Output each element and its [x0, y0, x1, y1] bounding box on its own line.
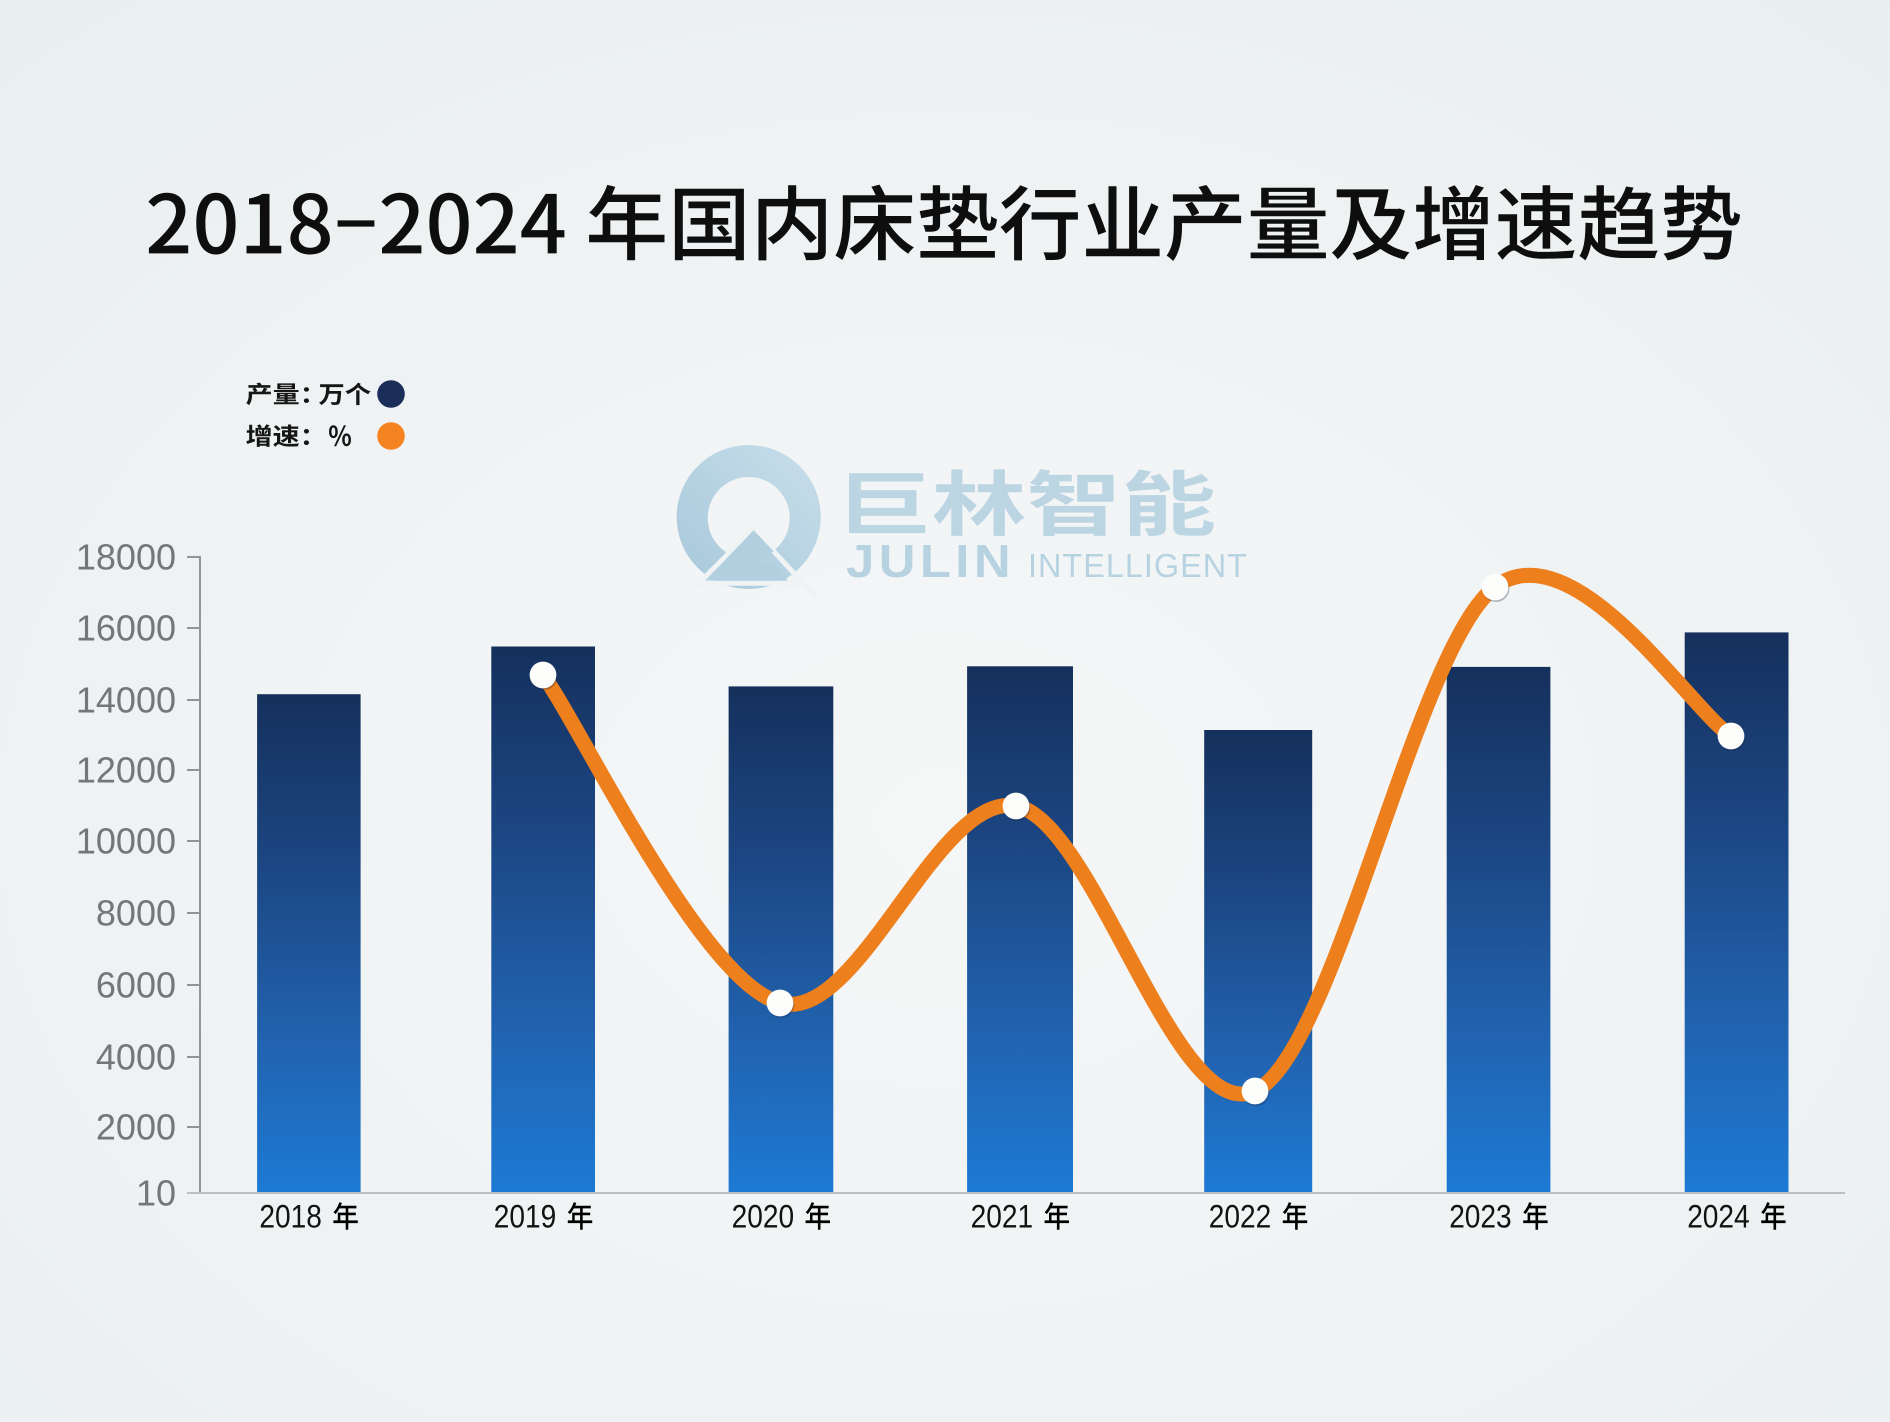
svg-text:INTELLIGENT: INTELLIGENT: [1028, 547, 1248, 584]
svg-text:JULIN: JULIN: [846, 535, 1015, 587]
svg-text:2000: 2000: [96, 1107, 176, 1148]
svg-text:10: 10: [136, 1173, 176, 1214]
svg-text:2021: 2021: [971, 1199, 1034, 1235]
svg-text:2019: 2019: [494, 1199, 557, 1235]
svg-text:18000: 18000: [76, 537, 176, 578]
svg-text:12000: 12000: [76, 750, 176, 791]
svg-text:2024: 2024: [1687, 1199, 1750, 1235]
svg-text:4000: 4000: [96, 1037, 176, 1078]
svg-text:2018: 2018: [259, 1199, 322, 1235]
svg-text:10000: 10000: [76, 821, 176, 862]
svg-text:2023: 2023: [1449, 1199, 1512, 1235]
svg-text:16000: 16000: [76, 608, 176, 649]
svg-text:2020: 2020: [732, 1199, 795, 1235]
svg-text:2022: 2022: [1209, 1199, 1272, 1235]
svg-text:6000: 6000: [96, 965, 176, 1006]
svg-text:8000: 8000: [96, 893, 176, 934]
svg-text:14000: 14000: [76, 680, 176, 721]
